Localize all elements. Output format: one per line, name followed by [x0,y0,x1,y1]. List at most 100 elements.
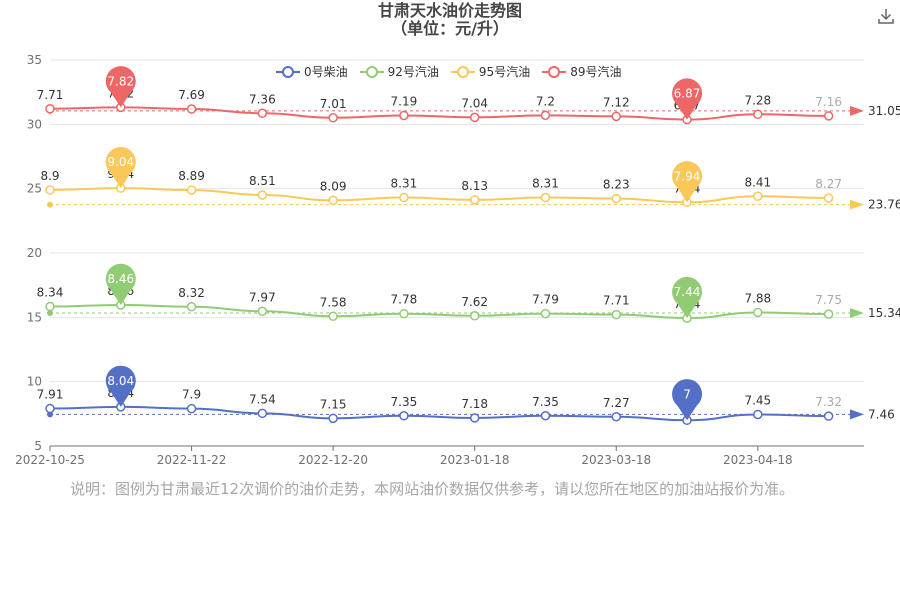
average-line-start [47,201,53,208]
data-point [469,195,480,205]
data-point [469,413,480,423]
footer-note: 说明：图例为甘肃最近12次调价的油价走势，本网站油价数据仅供参考，请以您所在地区… [70,480,795,498]
average-line-start [47,309,53,316]
legend-item[interactable]: 95号汽油 [450,63,530,80]
data-label: 7.91 [37,388,64,402]
legend-item[interactable]: 92号汽油 [359,63,439,80]
data-point [611,111,622,122]
y-tick-label: 30 [27,117,42,131]
max-marker: 8.04 [105,365,136,407]
x-tick-label: 2022-11-22 [157,453,227,467]
data-label: 7.97 [249,290,276,304]
data-label: 7.79 [532,293,559,307]
data-label: 7.16 [815,95,842,109]
average-value-label: 15.34 [868,306,900,320]
data-label: 7.88 [744,291,771,305]
data-label: 7.18 [461,397,488,411]
svg-text:8.04: 8.04 [107,374,134,388]
data-point [45,301,55,312]
y-tick-label: 25 [27,182,42,196]
legend-label: 0号柴油 [304,65,348,79]
data-label: 7.36 [249,92,276,106]
data-label: 7.69 [178,88,205,102]
download-icon[interactable] [876,6,896,26]
x-tick-label: 2022-12-20 [298,453,368,467]
min-marker: 7 [672,379,703,421]
data-label: 8.31 [391,177,418,191]
data-point [45,104,55,114]
data-label: 7.12 [603,95,630,109]
data-label: 7.04 [461,96,488,110]
x-tick-label: 2023-01-18 [440,453,510,467]
data-point [186,185,197,195]
data-point [753,307,763,318]
data-point [257,408,268,419]
average-value-label: 7.46 [868,407,895,421]
data-point [469,311,480,321]
data-label: 7.19 [391,94,418,108]
legend-label: 92号汽油 [387,65,439,79]
data-point [257,190,268,200]
data-point [186,403,197,414]
data-label: 7.58 [320,295,347,309]
y-tick-label: 15 [27,310,42,324]
data-label: 8.13 [461,179,488,193]
legend-marker-icon [450,65,475,78]
data-label: 8.89 [178,169,205,183]
data-point [540,110,551,121]
legend-item[interactable]: 89号汽油 [542,63,621,80]
data-label: 8.27 [815,177,842,191]
max-marker: 7.82 [105,66,136,108]
legend-marker-icon [359,65,384,78]
data-label: 7.45 [744,393,771,407]
data-label: 7.35 [532,395,559,409]
y-tick-label: 10 [27,375,42,389]
max-marker: 8.46 [105,263,136,305]
data-point [753,191,763,202]
max-marker: 9.04 [105,146,136,189]
legend-marker-icon [542,65,567,78]
data-label: 7.78 [391,293,418,307]
legend-marker-icon [276,65,300,78]
data-point [611,193,622,204]
data-point [611,309,622,320]
average-value-label: 23.76 [868,198,900,212]
data-label: 8.9 [40,169,59,183]
data-label: 8.34 [37,286,64,300]
svg-text:7.44: 7.44 [674,285,701,299]
average-line-arrow [850,105,864,116]
chart-legend: 0号柴油 92号汽油 95号汽油 89号汽油 [276,63,621,80]
data-point [469,112,480,123]
data-point [257,108,268,119]
y-tick-label: 35 [27,53,42,67]
series-line [49,106,829,121]
svg-text:7: 7 [683,387,691,401]
data-point [328,413,338,424]
data-label: 7.54 [249,392,276,406]
data-label: 7.28 [744,93,771,107]
svg-text:8.46: 8.46 [107,272,134,286]
data-label: 7.71 [603,294,630,308]
data-label: 7.32 [815,395,842,409]
data-label: 7.27 [603,396,630,410]
x-tick-label: 2023-03-18 [581,453,651,467]
data-label: 7.01 [320,97,347,111]
series-line [49,187,829,204]
data-label: 7.9 [182,388,201,402]
data-point [257,306,268,317]
data-label: 8.32 [178,286,205,300]
data-point [823,193,834,203]
chart-subtitle: （单位：元/升） [391,19,509,38]
x-tick-label: 2023-04-18 [723,453,793,467]
data-label: 7.71 [37,88,64,102]
legend-item[interactable]: 0号柴油 [276,63,348,80]
data-label: 8.09 [320,179,347,193]
data-point [45,185,55,195]
data-point [540,308,551,319]
data-point [823,309,834,319]
data-label: 8.31 [532,177,559,191]
legend-label: 89号汽油 [570,65,622,79]
min-marker: 6.87 [672,78,703,120]
data-point [45,403,55,414]
